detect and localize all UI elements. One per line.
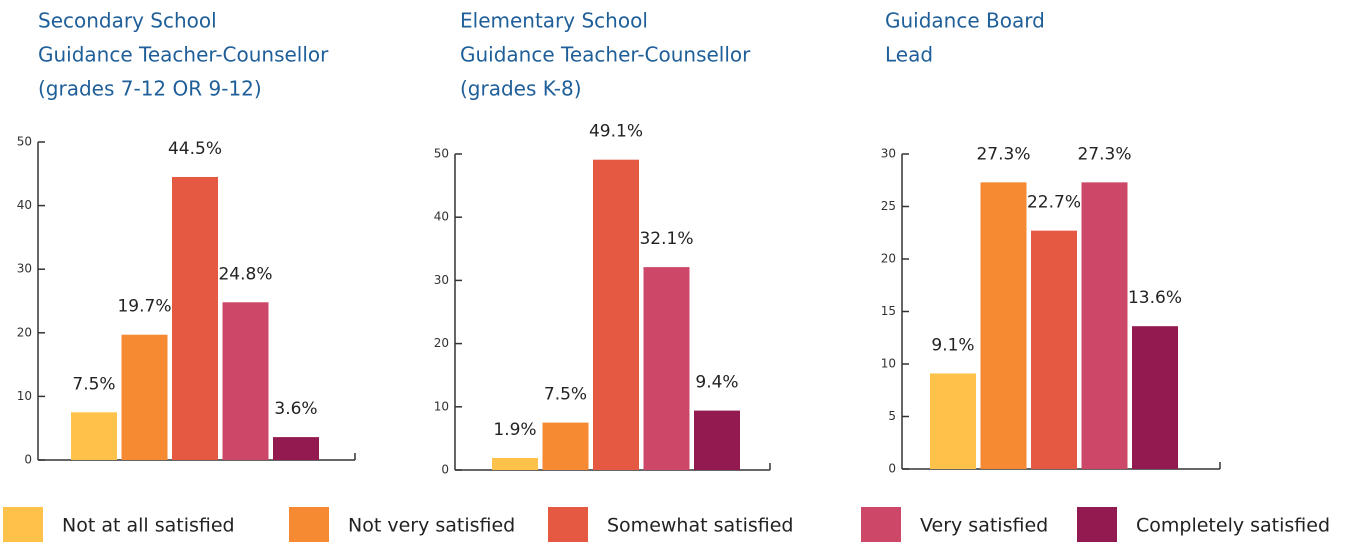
legend-swatch xyxy=(3,507,43,542)
data-label: 49.1% xyxy=(589,122,643,142)
legend-label: Not very satisfied xyxy=(348,515,515,537)
bar xyxy=(593,159,639,471)
bar xyxy=(694,410,740,470)
bar xyxy=(222,302,269,460)
chart-title: Lead xyxy=(885,43,933,67)
data-label: 27.3% xyxy=(976,144,1030,164)
y-tick-label: 10 xyxy=(17,389,32,403)
data-label: 9.1% xyxy=(931,335,974,355)
legend-label: Very satisfied xyxy=(920,515,1048,537)
bar xyxy=(643,267,690,470)
bar xyxy=(492,457,538,470)
data-label: 19.7% xyxy=(117,297,171,317)
y-tick-label: 0 xyxy=(24,453,32,467)
legend-swatch xyxy=(548,507,588,542)
chart-title: Guidance Teacher-Counsellor xyxy=(38,43,329,67)
chart-title: Elementary School xyxy=(460,9,648,33)
legend-swatch xyxy=(1077,507,1117,542)
y-tick-label: 40 xyxy=(17,198,32,212)
legend-label: Not at all satisfied xyxy=(62,515,235,537)
y-tick-label: 50 xyxy=(17,135,32,149)
legend-label: Completely satisfied xyxy=(1136,515,1330,537)
bar xyxy=(273,437,319,460)
y-tick-label: 20 xyxy=(434,336,449,350)
y-tick-label: 30 xyxy=(17,262,32,276)
bar xyxy=(172,176,218,461)
y-tick-label: 5 xyxy=(888,409,896,423)
data-label: 24.8% xyxy=(218,264,272,284)
bar xyxy=(1081,182,1128,469)
bar xyxy=(71,412,117,460)
legend-label: Somewhat satisfied xyxy=(607,515,793,537)
data-label: 22.7% xyxy=(1027,193,1081,213)
bar xyxy=(1132,326,1178,469)
data-label: 1.9% xyxy=(493,420,536,440)
bar xyxy=(121,334,168,460)
y-tick-label: 50 xyxy=(434,147,449,161)
chart-title: Secondary School xyxy=(38,9,217,33)
bar xyxy=(1031,230,1077,469)
data-label: 27.3% xyxy=(1077,144,1131,164)
y-tick-label: 25 xyxy=(881,199,896,213)
bar xyxy=(930,373,976,469)
data-label: 7.5% xyxy=(544,385,587,405)
y-tick-label: 0 xyxy=(441,463,449,477)
y-tick-label: 20 xyxy=(881,252,896,266)
chart-title: (grades 7-12 OR 9-12) xyxy=(38,77,262,101)
y-tick-label: 40 xyxy=(434,210,449,224)
legend-swatch xyxy=(861,507,901,542)
data-label: 44.5% xyxy=(168,139,222,159)
data-label: 32.1% xyxy=(639,229,693,249)
y-tick-label: 10 xyxy=(881,357,896,371)
data-label: 13.6% xyxy=(1128,288,1182,308)
chart-title: Guidance Teacher-Counsellor xyxy=(460,43,751,67)
y-tick-label: 10 xyxy=(434,399,449,413)
legend-swatch xyxy=(289,507,329,542)
bar xyxy=(980,182,1027,469)
y-tick-label: 20 xyxy=(17,325,32,339)
bar xyxy=(542,422,589,470)
data-label: 7.5% xyxy=(72,374,115,394)
y-tick-label: 30 xyxy=(434,273,449,287)
chart-title: (grades K-8) xyxy=(460,77,582,101)
y-tick-label: 0 xyxy=(888,462,896,476)
data-label: 3.6% xyxy=(274,399,317,419)
y-tick-label: 30 xyxy=(881,147,896,161)
data-label: 9.4% xyxy=(695,373,738,393)
chart-title: Guidance Board xyxy=(885,9,1045,33)
y-tick-label: 15 xyxy=(881,304,896,318)
